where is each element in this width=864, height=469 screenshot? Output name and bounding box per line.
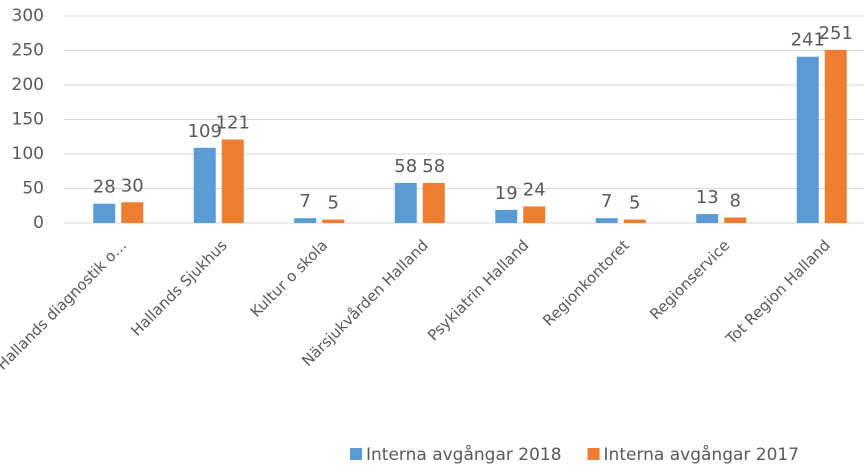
x-tick-label: Regionkontoret <box>539 236 633 330</box>
data-label: 5 <box>629 193 640 214</box>
data-label: 58 <box>422 156 445 177</box>
data-label: 28 <box>93 177 116 198</box>
data-label: 13 <box>696 187 719 208</box>
bar <box>796 56 819 224</box>
y-tick-label: 300 <box>12 6 44 26</box>
bar <box>322 219 345 223</box>
x-tick-label: Regionservice <box>646 236 733 323</box>
bar <box>523 206 546 223</box>
y-tick-label: 200 <box>12 75 44 95</box>
y-tick-label: 100 <box>12 144 44 164</box>
y-tick-label: 0 <box>33 213 44 233</box>
data-label: 109 <box>188 121 222 142</box>
bar <box>294 218 317 223</box>
legend-swatch <box>350 448 362 460</box>
data-label: 24 <box>523 179 546 200</box>
bar <box>193 147 216 223</box>
data-label: 8 <box>730 190 741 211</box>
y-tick-label: 50 <box>22 179 44 199</box>
legend-swatch <box>587 448 600 460</box>
bar <box>221 139 244 223</box>
data-label: 58 <box>394 156 417 177</box>
y-tick-label: 150 <box>12 110 44 130</box>
data-label: 7 <box>300 191 311 212</box>
bar <box>696 214 719 223</box>
data-label: 19 <box>495 183 518 204</box>
x-tick-label: Hallands Sjukhus <box>127 236 231 340</box>
bar <box>121 202 144 223</box>
legend-label: Interna avgångar 2018 <box>366 444 562 465</box>
y-tick-label: 250 <box>12 41 44 61</box>
bar <box>724 217 747 223</box>
x-tick-label: Tot Region Halland <box>722 236 834 348</box>
bar <box>824 49 847 224</box>
legend-label: Interna avgångar 2017 <box>604 444 800 465</box>
x-tick-label: Psykiatrin Halland <box>424 236 532 344</box>
data-label: 5 <box>328 193 339 214</box>
bar <box>394 182 417 223</box>
bar <box>422 182 445 223</box>
bar <box>495 209 518 223</box>
data-label: 251 <box>819 23 853 44</box>
data-label: 30 <box>121 175 144 196</box>
x-tick-label: Hallands diagnostik o… <box>0 236 130 373</box>
bar <box>93 203 116 223</box>
data-label: 241 <box>791 30 825 51</box>
bar <box>623 219 646 223</box>
data-label: 7 <box>601 191 612 212</box>
x-tick-label: Kultur o skola <box>247 236 332 321</box>
data-label: 121 <box>216 113 250 134</box>
bar <box>595 218 618 223</box>
